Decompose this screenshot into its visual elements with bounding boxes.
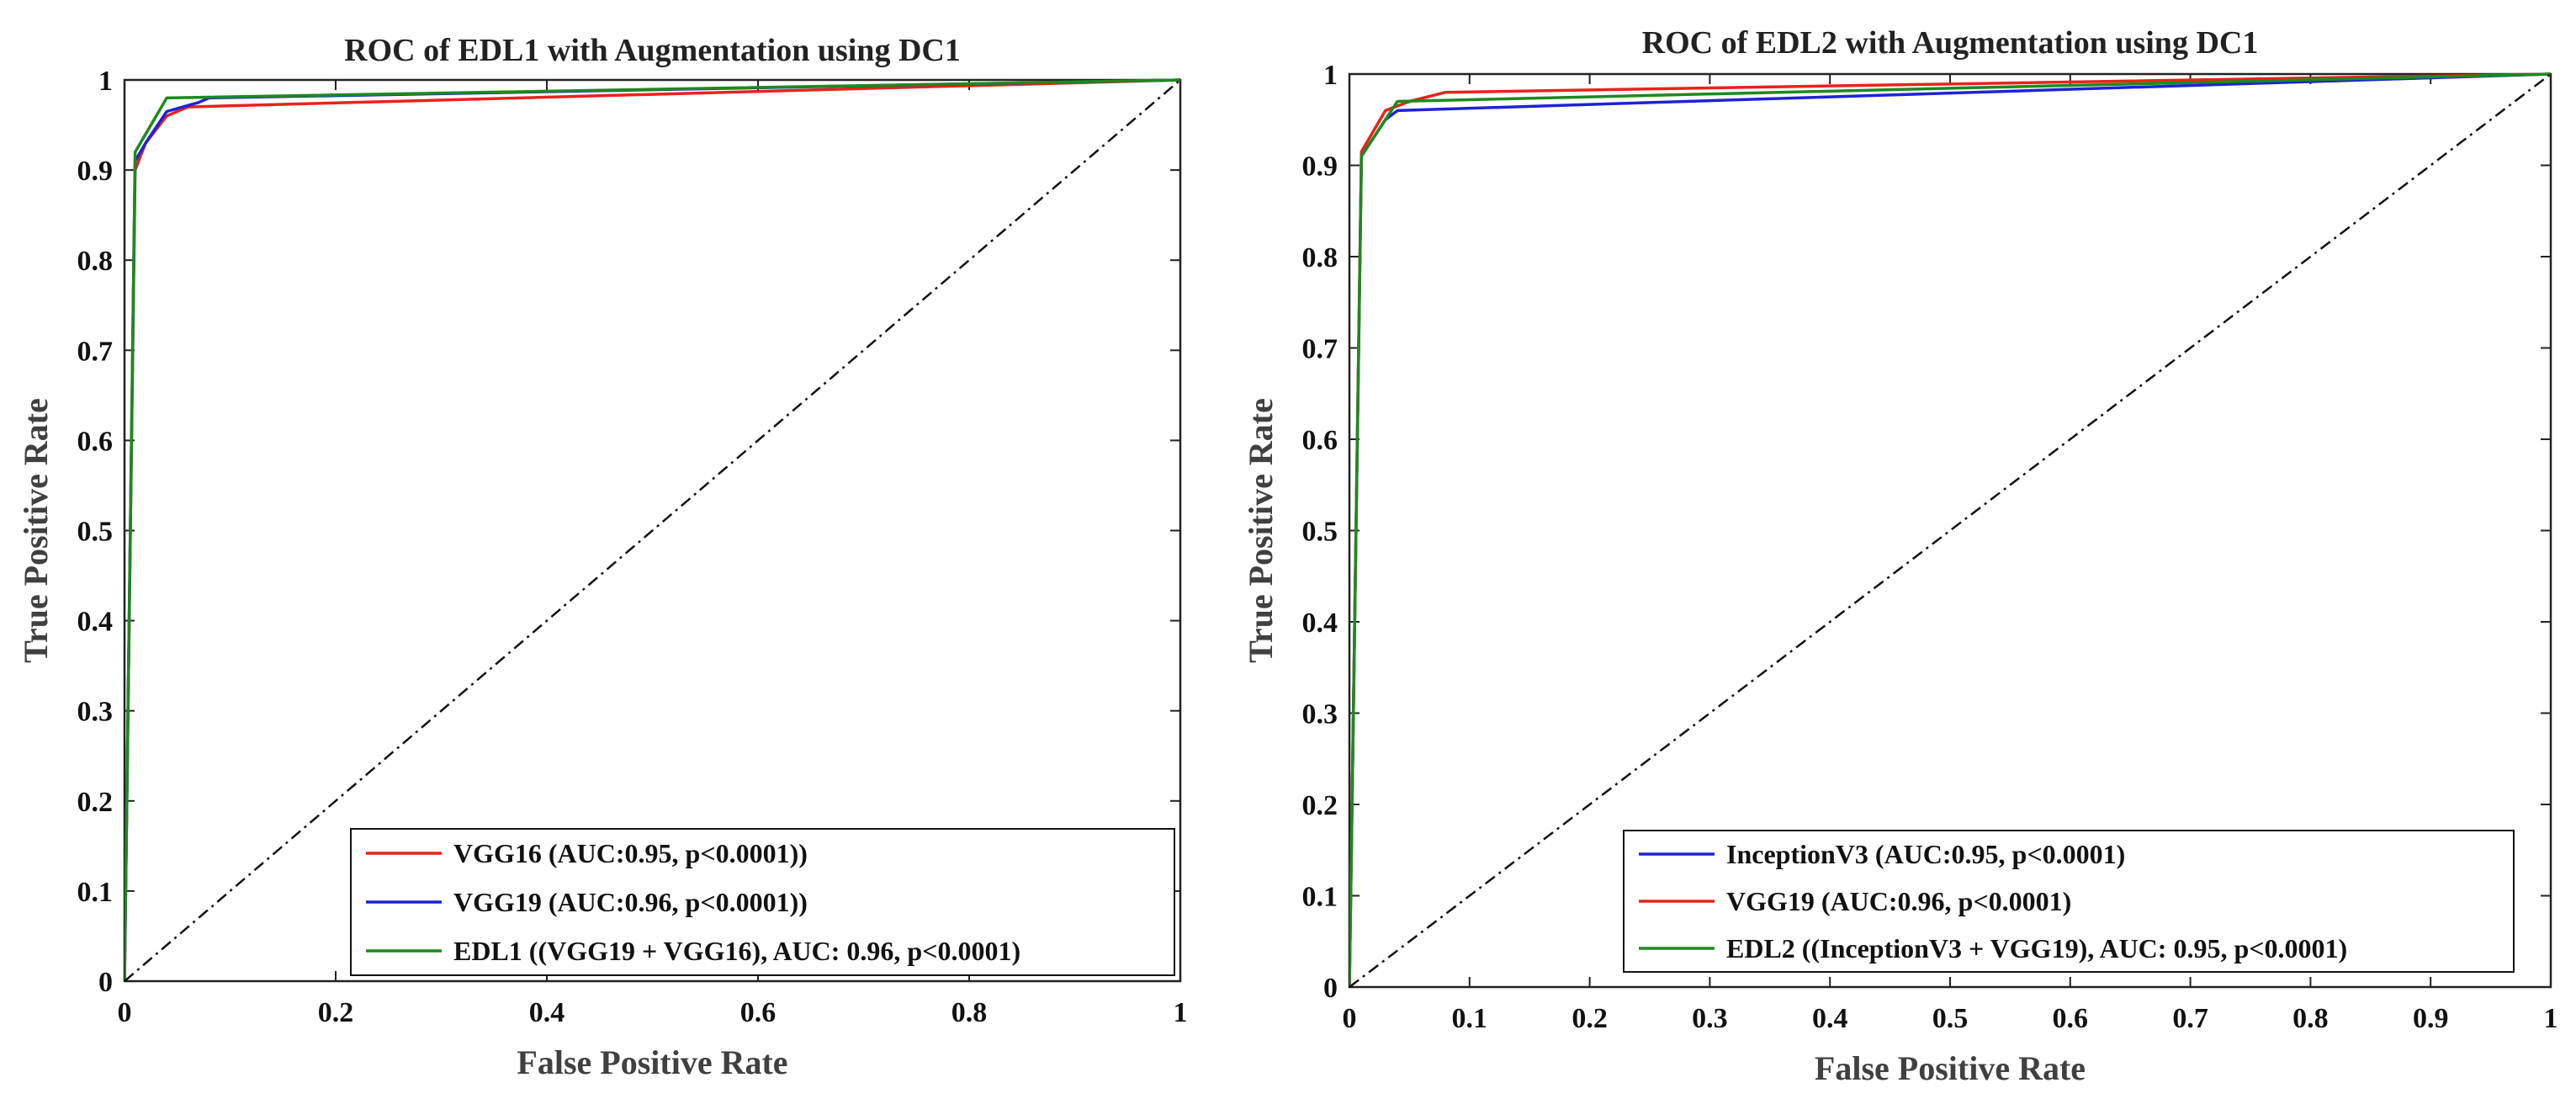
x-axis-label: False Positive Rate <box>517 1043 787 1081</box>
y-tick-label: 0.1 <box>1302 882 1338 913</box>
plot-area <box>1349 72 2551 988</box>
y-tick-label: 0.5 <box>77 517 114 548</box>
x-tick-label: 0.9 <box>2413 1003 2449 1034</box>
y-tick-label: 0.9 <box>1302 151 1338 183</box>
y-tick-label: 0.2 <box>77 787 114 818</box>
y-tick-label: 0.8 <box>1302 242 1338 273</box>
plot-area <box>125 78 1180 982</box>
chart-title: ROC of EDL1 with Augmentation using DC1 <box>344 33 961 68</box>
x-tick-label: 0.8 <box>951 997 988 1028</box>
y-tick-label: 0 <box>98 967 113 998</box>
legend-box <box>350 828 1175 976</box>
y-tick-label: 0.9 <box>77 156 114 187</box>
y-tick-label: 0.1 <box>77 877 114 908</box>
x-tick-label: 0.7 <box>2172 1003 2208 1034</box>
y-tick-label: 0.7 <box>1302 334 1338 365</box>
x-tick-label: 0.3 <box>1692 1003 1728 1034</box>
y-tick-label: 0.5 <box>1302 517 1338 548</box>
y-tick-label: 0.3 <box>1302 699 1338 730</box>
y-tick-label: 0 <box>1323 973 1338 1004</box>
roc-curve-3 <box>125 78 1180 982</box>
chart-title: ROC of EDL2 with Augmentation using DC1 <box>1642 25 2259 61</box>
legend-label: VGG19 (AUC:0.96, p<0.0001)) <box>453 887 808 917</box>
legend-label: VGG16 (AUC:0.95, p<0.0001)) <box>453 838 808 868</box>
legend: InceptionV3 (AUC:0.95, p<0.0001) VGG19 (A… <box>1623 830 2515 973</box>
legend-label: InceptionV3 (AUC:0.95, p<0.0001) <box>1726 839 2125 869</box>
chance-diagonal-line <box>1349 73 2551 988</box>
x-tick-label: 0.6 <box>740 997 777 1028</box>
x-tick-label: 0.2 <box>318 997 354 1028</box>
y-tick-label: 0.4 <box>1302 608 1338 639</box>
x-tick-label: 1 <box>1174 997 1188 1028</box>
x-axis-label: False Positive Rate <box>1815 1049 2086 1087</box>
x-tick-label: 0 <box>118 997 132 1028</box>
x-tick-label: 0.6 <box>2053 1003 2089 1034</box>
y-tick-label: 0.3 <box>77 697 114 728</box>
y-tick-label: 1 <box>98 66 113 97</box>
x-tick-label: 1 <box>2544 1003 2558 1034</box>
legend-box <box>1623 830 2515 973</box>
legend-label: EDL1 ((VGG19 + VGG16), AUC: 0.96, p<0.00… <box>453 936 1020 966</box>
chance-diagonal-line <box>125 79 1180 982</box>
x-tick-label: 0.1 <box>1452 1003 1488 1034</box>
legend: VGG16 (AUC:0.95, p<0.0001)) VGG19 (AUC:0.… <box>350 828 1175 976</box>
y-tick-label: 0.4 <box>77 607 114 638</box>
x-tick-label: 0.4 <box>529 997 565 1028</box>
roc-curve-3 <box>1349 72 2551 988</box>
y-tick-label: 0.6 <box>77 426 114 457</box>
chart-2: ROC of EDL2 with Augmentation using DC1 0… <box>1242 25 2558 1087</box>
y-axis-label: True Positive Rate <box>17 398 55 663</box>
x-tick-label: 0.8 <box>2292 1003 2329 1034</box>
x-tick-label: 0.5 <box>1932 1003 1969 1034</box>
legend-label: EDL2 ((InceptionV3 + VGG19), AUC: 0.95, … <box>1726 933 2347 963</box>
y-tick-label: 0.7 <box>77 336 114 367</box>
x-tick-label: 0.2 <box>1572 1003 1608 1034</box>
legend-label: VGG19 (AUC:0.96, p<0.0001) <box>1726 886 2071 916</box>
y-axis-label: True Positive Rate <box>1242 398 1280 663</box>
y-tick-label: 1 <box>1323 60 1338 91</box>
x-tick-label: 0.4 <box>1812 1003 1848 1034</box>
y-tick-label: 0.2 <box>1302 790 1338 821</box>
chart-1: ROC of EDL1 with Augmentation using DC1 0… <box>17 33 1188 1081</box>
x-tick-label: 0 <box>1343 1003 1357 1034</box>
y-tick-label: 0.8 <box>77 246 114 277</box>
y-tick-label: 0.6 <box>1302 425 1338 456</box>
